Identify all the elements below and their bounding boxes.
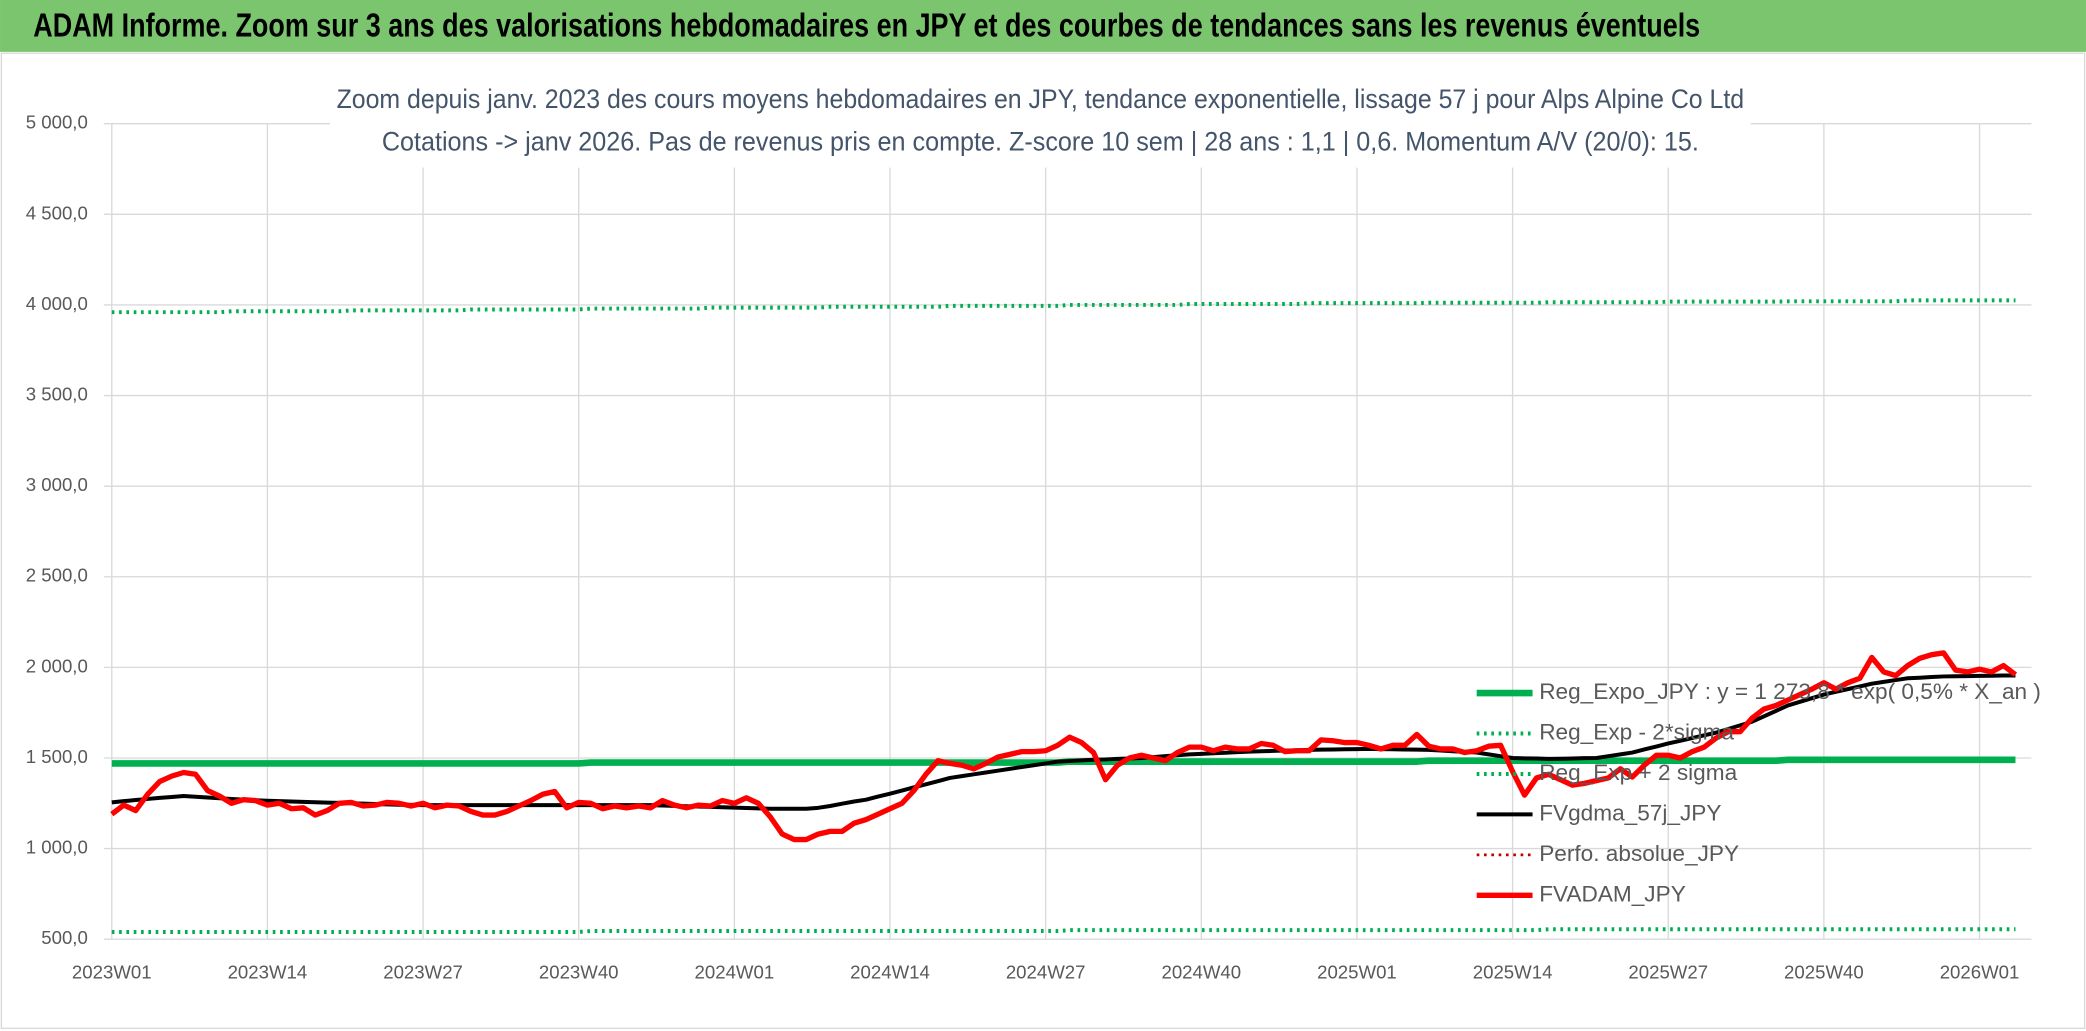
x-tick-label: 2026W01 (1940, 962, 2020, 983)
x-tick-label: 2023W40 (539, 962, 619, 983)
chart-title: Zoom depuis janv. 2023 des cours moyens … (337, 84, 1744, 114)
x-tick-label: 2023W14 (228, 962, 308, 983)
line-series (111, 298, 2016, 315)
x-tick-label: 2025W27 (1628, 962, 1708, 983)
line-series (111, 927, 2016, 934)
y-tick-label: 4 000,0 (26, 293, 88, 314)
x-tick-label: 2023W27 (383, 962, 463, 983)
x-tick-label: 2024W01 (695, 962, 775, 983)
x-tick-label: 2024W14 (850, 962, 930, 983)
chart-subtitle: Cotations -> janv 2026. Pas de revenus p… (382, 127, 1699, 157)
y-tick-label: 1 500,0 (26, 746, 88, 767)
legend-label: Reg_Exp - 2*sigma (1539, 720, 1734, 745)
header-bar (0, 0, 2086, 52)
legend-label: Perfo. absolue_JPY (1539, 841, 1739, 866)
legend-label: FVADAM_JPY (1539, 881, 1686, 906)
x-tick-label: 2024W27 (1006, 962, 1086, 983)
title-background (329, 77, 1751, 168)
line-series (110, 650, 2018, 843)
x-tick-label: 2025W40 (1784, 962, 1864, 983)
chart-area (0, 52, 2086, 1030)
legend-label: FVgdma_57j_JPY (1539, 800, 1721, 825)
y-tick-label: 3 500,0 (26, 383, 88, 404)
header-title: ADAM Informe. Zoom sur 3 ans des valoris… (33, 8, 1700, 45)
y-tick-label: 500,0 (41, 927, 88, 948)
x-tick-label: 2025W01 (1317, 962, 1397, 983)
y-tick-label: 5 000,0 (26, 112, 88, 133)
legend-label: Reg_Expo_JPY : y = 1 273,8 * exp( 0,5% *… (1539, 679, 2041, 704)
y-tick-label: 2 500,0 (26, 565, 88, 586)
x-tick-label: 2023W01 (72, 962, 152, 983)
x-tick-label: 2025W14 (1473, 962, 1553, 983)
legend-label: Reg_Exp + 2 sigma (1539, 760, 1737, 785)
y-tick-label: 2 000,0 (26, 655, 88, 676)
y-tick-label: 3 000,0 (26, 474, 88, 495)
x-tick-label: 2024W40 (1161, 962, 1241, 983)
y-tick-label: 1 000,0 (26, 837, 88, 858)
y-tick-label: 4 500,0 (26, 202, 88, 223)
